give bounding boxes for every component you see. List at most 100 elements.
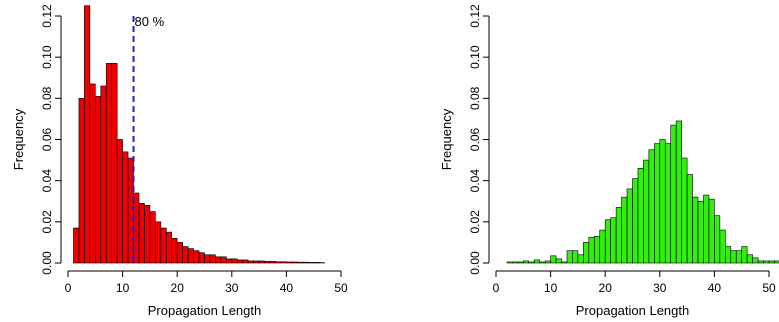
right-bar bbox=[588, 236, 595, 264]
left-bar bbox=[264, 261, 271, 264]
right-bar bbox=[730, 250, 737, 264]
right-bar bbox=[681, 157, 688, 264]
left-y-tick-label: 0.12 bbox=[40, 4, 54, 28]
right-bar bbox=[659, 139, 666, 264]
right-bar bbox=[692, 196, 699, 264]
right-bar bbox=[708, 198, 715, 264]
left-bar bbox=[307, 262, 314, 264]
left-x-axis-label: Propagation Length bbox=[148, 303, 261, 318]
right-bar bbox=[604, 219, 611, 264]
right-y-tick-label: 0.02 bbox=[468, 210, 482, 234]
left-bars bbox=[73, 5, 325, 264]
left-bar bbox=[105, 63, 112, 264]
right-bar bbox=[746, 254, 753, 264]
right-bar bbox=[735, 250, 742, 264]
left-bar bbox=[275, 261, 282, 264]
left-bar bbox=[258, 260, 265, 264]
left-bar bbox=[144, 205, 151, 264]
left-bar bbox=[253, 260, 260, 264]
right-bar bbox=[741, 246, 748, 264]
left-bar bbox=[89, 83, 96, 264]
right-bar bbox=[555, 258, 562, 264]
right-bar bbox=[577, 254, 584, 264]
left-bar bbox=[160, 227, 167, 264]
left-bar bbox=[171, 238, 178, 264]
right-bar bbox=[517, 261, 524, 264]
right-y-tick-label: 0.06 bbox=[468, 127, 482, 151]
left-y-tick-label: 0.08 bbox=[40, 86, 54, 110]
right-bar bbox=[637, 168, 644, 264]
left-bar bbox=[280, 261, 287, 264]
right-bar bbox=[599, 229, 606, 264]
right-bar bbox=[583, 242, 590, 264]
right-x-axis-label: Propagation Length bbox=[576, 303, 689, 318]
left-x-tick-label: 0 bbox=[65, 281, 72, 295]
left-bar bbox=[187, 248, 194, 264]
right-bars bbox=[506, 120, 779, 264]
right-bar bbox=[544, 260, 551, 264]
left-bar bbox=[302, 261, 309, 264]
left-bar bbox=[122, 151, 129, 264]
left-bar bbox=[73, 227, 80, 264]
right-y-tick-label: 0.00 bbox=[468, 251, 482, 275]
right-bar bbox=[506, 261, 513, 264]
left-y-tick-label: 0.00 bbox=[40, 251, 54, 275]
right-x-tick-label: 50 bbox=[762, 281, 776, 295]
right-bar bbox=[593, 235, 601, 264]
left-bar bbox=[236, 259, 244, 264]
right-bar bbox=[610, 217, 617, 264]
left-x-tick-label: 40 bbox=[280, 281, 294, 295]
right-bar bbox=[763, 260, 770, 264]
right-bar bbox=[774, 260, 779, 264]
right-y-tick-label: 0.12 bbox=[468, 4, 482, 28]
left-bar bbox=[231, 258, 238, 264]
left-bar bbox=[111, 63, 118, 264]
left-bar bbox=[242, 259, 249, 264]
left-bar bbox=[182, 246, 189, 264]
left-bar bbox=[100, 85, 107, 264]
right-bar bbox=[670, 124, 677, 264]
left-bar bbox=[84, 5, 91, 264]
right-axes: 0 10 20 30 40 50 0.00 0.02 0.04 0.06 0.08 0.10 0.12 bbox=[468, 4, 776, 295]
left-y-tick-label: 0.04 bbox=[40, 169, 54, 193]
right-bar bbox=[550, 255, 557, 264]
left-bar bbox=[291, 261, 298, 264]
right-bar bbox=[757, 260, 764, 264]
right-x-tick-label: 0 bbox=[493, 281, 500, 295]
right-bar bbox=[615, 207, 622, 264]
right-bar bbox=[621, 196, 628, 264]
right-x-tick-label: 40 bbox=[708, 281, 722, 295]
left-bar bbox=[138, 203, 145, 264]
left-x-tick-label: 30 bbox=[225, 281, 239, 295]
left-bar bbox=[220, 256, 227, 264]
right-bar bbox=[512, 261, 519, 264]
left-bar bbox=[78, 98, 85, 264]
right-bar bbox=[719, 229, 726, 264]
right-bar bbox=[768, 260, 775, 264]
right-histogram-panel: 0 10 20 30 40 500.000.020.040.060.080.100.12 … bbox=[439, 4, 779, 318]
right-bar bbox=[643, 159, 650, 264]
right-bar bbox=[725, 246, 732, 264]
right-bar bbox=[714, 215, 721, 264]
left-bar bbox=[193, 250, 200, 264]
right-bar bbox=[697, 200, 704, 264]
left-x-tick-label: 50 bbox=[334, 281, 348, 295]
right-bar bbox=[539, 261, 546, 264]
right-bar bbox=[752, 257, 759, 264]
right-bar bbox=[528, 261, 535, 264]
left-bar bbox=[149, 211, 156, 264]
left-bar bbox=[269, 261, 276, 264]
left-bar bbox=[286, 261, 293, 264]
right-bar bbox=[533, 259, 540, 264]
left-bar bbox=[176, 242, 183, 264]
left-bar bbox=[165, 231, 173, 264]
left-bar bbox=[297, 261, 304, 264]
left-bar bbox=[247, 260, 254, 264]
right-y-tick-label: 0.04 bbox=[468, 169, 482, 193]
right-bar bbox=[572, 250, 579, 264]
left-axes: 0 10 20 30 40 50 0.00 0.02 0.04 0.06 0.08 0.10 0.12 bbox=[40, 4, 348, 295]
left-x-tick-label: 10 bbox=[116, 281, 130, 295]
right-y-axis-label: Frequency bbox=[439, 108, 454, 170]
threshold-label: 80 % bbox=[135, 14, 165, 29]
